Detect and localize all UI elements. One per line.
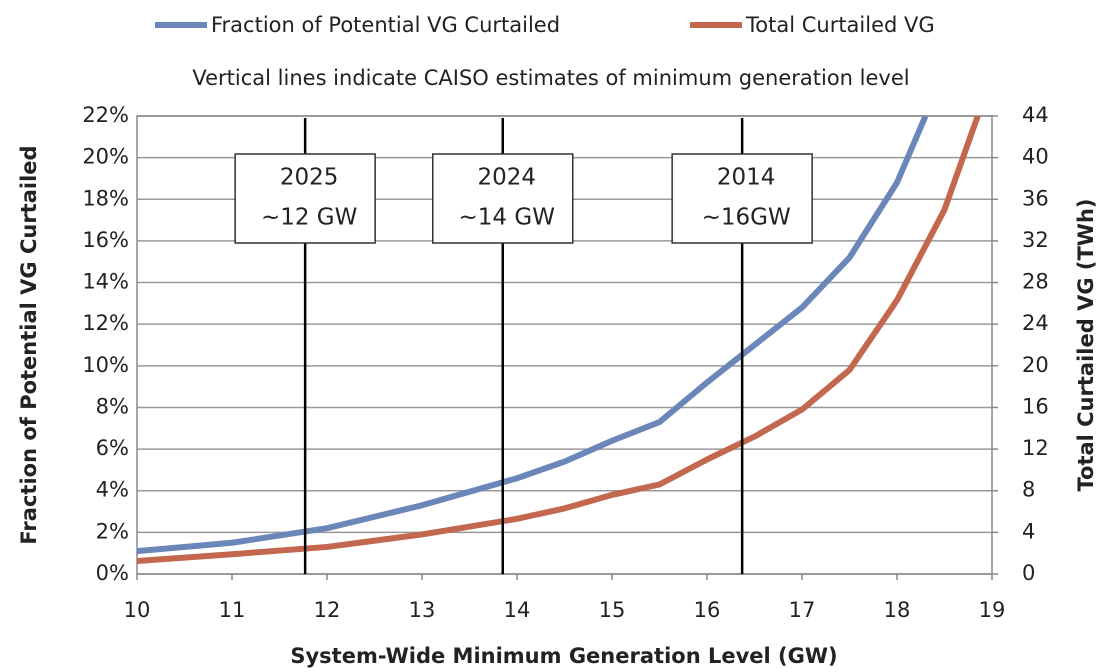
y-tick-label: 20% [82,145,129,169]
annotation-box [432,153,574,244]
y-tick-label: 14% [82,270,129,294]
x-tick-label: 10 [124,598,151,622]
x-tick-label: 19 [979,598,1006,622]
y2-tick-label: 0 [1022,561,1035,585]
legend-label: Total Curtailed VG [745,13,935,37]
x-tick-label: 13 [409,598,436,622]
y2-tick-label: 28 [1022,270,1049,294]
x-axis-title: System-Wide Minimum Generation Level (GW… [290,644,837,668]
annotation-box [234,153,376,244]
x-tick-label: 16 [694,598,721,622]
x-tick-label: 17 [789,598,816,622]
y-axis-title: Fraction of Potential VG Curtailed [17,145,41,544]
y-tick-label: 16% [82,228,129,252]
y-tick-label: 22% [82,103,129,127]
y-tick-label: 12% [82,311,129,335]
y2-tick-label: 16 [1022,394,1049,418]
y2-tick-label: 4 [1022,519,1035,543]
annotation-text: 2025 [280,165,339,191]
annotation-text: 2014 [717,165,776,191]
y2-tick-label: 40 [1022,145,1049,169]
annotation-text: 2024 [477,165,536,191]
x-tick-label: 15 [599,598,626,622]
y-tick-label: 18% [82,186,129,210]
chart-subtitle: Vertical lines indicate CAISO estimates … [192,66,909,90]
y-tick-label: 2% [96,519,129,543]
legend-label: Fraction of Potential VG Curtailed [211,13,560,37]
y2-tick-label: 8 [1022,478,1035,502]
x-tick-label: 18 [884,598,911,622]
y2-tick-label: 36 [1022,186,1049,210]
plot-frame [136,115,993,575]
y-tick-label: 6% [96,436,129,460]
series-line [137,116,981,564]
y-tick-label: 0% [96,561,129,585]
y2-axis-title: Total Curtailed VG (TWh) [1074,198,1098,491]
annotation-text: ~14 GW [459,205,555,231]
x-tick-label: 11 [219,598,246,622]
x-tick-label: 12 [314,598,341,622]
y-tick-label: 4% [96,478,129,502]
series-line [137,116,929,555]
annotation-text: ~12 GW [261,205,357,231]
y2-tick-label: 44 [1022,103,1049,127]
annotation-box [671,153,813,244]
x-tick-label: 14 [504,598,531,622]
y2-tick-label: 20 [1022,353,1049,377]
y2-tick-label: 12 [1022,436,1049,460]
plot-area [137,116,981,564]
y-tick-label: 8% [96,394,129,418]
annotation-text: ~16GW [702,205,791,231]
y2-tick-label: 32 [1022,228,1049,252]
y-tick-label: 10% [82,353,129,377]
y2-tick-label: 24 [1022,311,1049,335]
